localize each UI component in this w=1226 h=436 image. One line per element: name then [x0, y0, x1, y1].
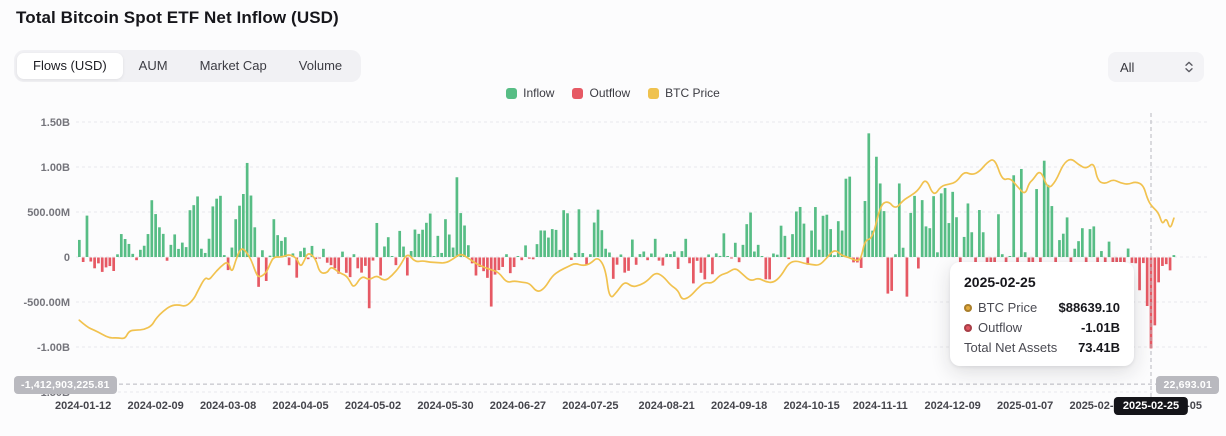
tooltip-row-total-net-assets: Total Net Assets 73.41B — [964, 340, 1120, 355]
svg-text:1.00B: 1.00B — [41, 162, 70, 174]
svg-text:-500.00M: -500.00M — [24, 297, 70, 309]
svg-text:2024-01-12: 2024-01-12 — [55, 400, 111, 412]
inflow-swatch-icon — [506, 87, 518, 99]
svg-text:2024-03-08: 2024-03-08 — [200, 400, 256, 412]
tooltip-row-btc-price: BTC Price $88639.10 — [964, 300, 1120, 315]
svg-text:2024-06-27: 2024-06-27 — [490, 400, 546, 412]
svg-text:0: 0 — [64, 252, 70, 264]
btc-price-swatch-icon — [648, 87, 660, 99]
svg-text:2024-11-11: 2024-11-11 — [853, 400, 908, 412]
x-axis-labels: 2024-01-12 2024-02-09 2024-03-08 2024-04-05… — [55, 400, 1202, 412]
svg-text:2025-02-04: 2025-02-04 — [1069, 400, 1126, 412]
svg-text:2024-09-18: 2024-09-18 — [711, 400, 767, 412]
outflow-swatch-icon — [572, 87, 584, 99]
chart-tooltip: 2025-02-25 BTC Price $88639.10 Outflow -… — [950, 262, 1134, 366]
tab-flows-usd[interactable]: Flows (USD) — [17, 53, 123, 79]
crosshair-right-axis-badge: 22,693.01 — [1156, 376, 1219, 394]
crosshair-date-badge: 2025-02-25 — [1113, 397, 1189, 415]
svg-text:2025-01-07: 2025-01-07 — [997, 400, 1053, 412]
crosshair — [14, 113, 1219, 397]
outflow-dot-icon — [964, 323, 972, 332]
svg-text:2024-08-21: 2024-08-21 — [639, 400, 695, 412]
range-dropdown[interactable]: All — [1108, 52, 1204, 82]
legend: Inflow Outflow BTC Price — [0, 86, 1226, 100]
page-title: Total Bitcoin Spot ETF Net Inflow (USD) — [16, 8, 339, 27]
btc-price-line — [78, 158, 1175, 340]
svg-text:2024-02-09: 2024-02-09 — [127, 400, 183, 412]
legend-item-btc-price[interactable]: BTC Price — [648, 86, 720, 100]
crosshair-left-axis-badge: -1,412,903,225.81 — [14, 376, 117, 394]
tooltip-date: 2025-02-25 — [964, 274, 1036, 290]
svg-text:2024-05-02: 2024-05-02 — [345, 400, 401, 412]
svg-text:2024-12-09: 2024-12-09 — [925, 400, 981, 412]
tab-market-cap[interactable]: Market Cap — [199, 58, 267, 73]
range-dropdown-value: All — [1120, 59, 1135, 75]
svg-text:2024-10-15: 2024-10-15 — [783, 400, 839, 412]
legend-item-inflow[interactable]: Inflow — [506, 86, 554, 100]
svg-text:2024-07-25: 2024-07-25 — [562, 400, 618, 412]
svg-text:2024-05-30: 2024-05-30 — [417, 400, 473, 412]
chevron-updown-icon — [1184, 60, 1194, 74]
tab-aum[interactable]: AUM — [138, 58, 168, 73]
svg-text:-1.00B: -1.00B — [37, 342, 70, 354]
tab-volume[interactable]: Volume — [298, 58, 343, 73]
tooltip-row-outflow: Outflow -1.01B — [964, 320, 1120, 335]
btc-price-dot-icon — [964, 303, 972, 312]
tab-bar: Flows (USD) AUM Market Cap Volume — [14, 50, 362, 82]
svg-text:2024-04-05: 2024-04-05 — [272, 400, 328, 412]
gridlines — [76, 121, 1208, 393]
svg-text:500.00M: 500.00M — [27, 207, 70, 219]
svg-text:1.50B: 1.50B — [41, 117, 70, 129]
legend-item-outflow[interactable]: Outflow — [572, 86, 630, 100]
